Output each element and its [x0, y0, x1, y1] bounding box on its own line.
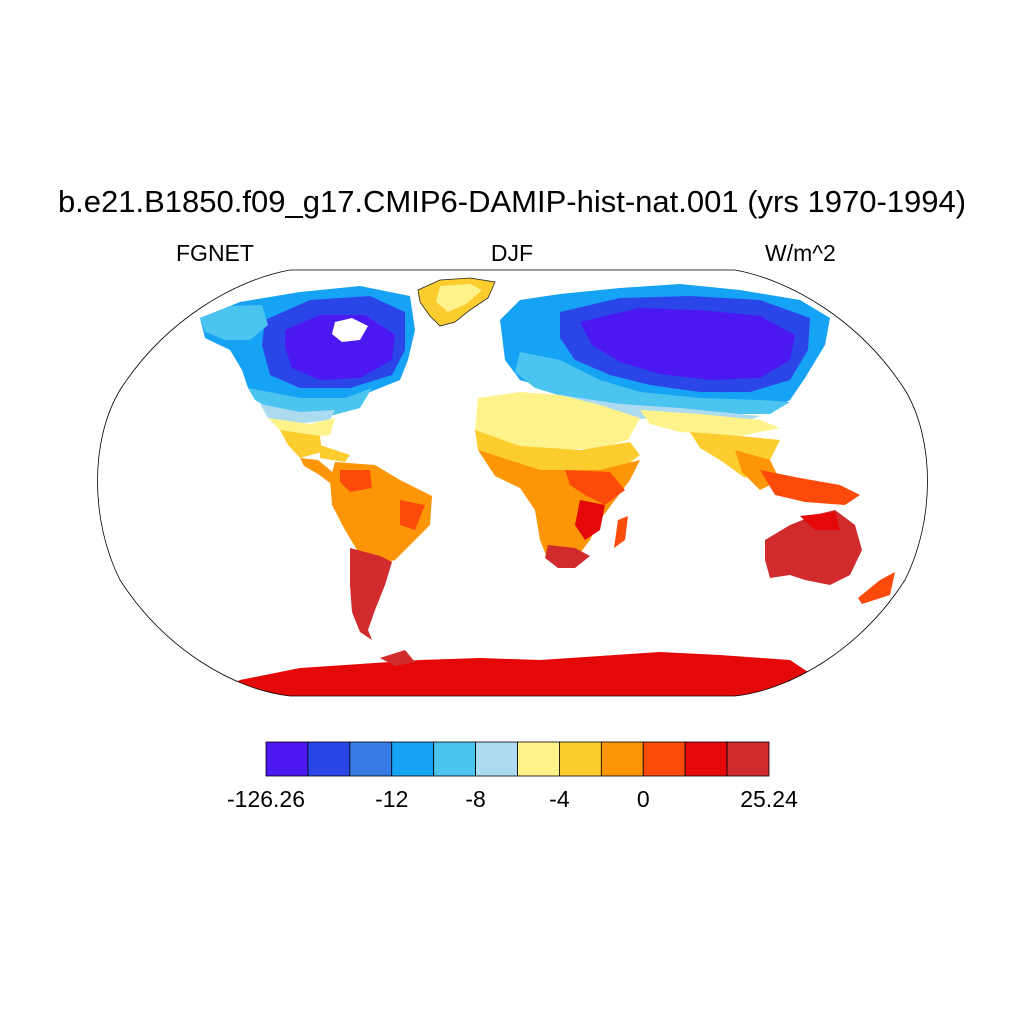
colorbar	[265, 741, 770, 777]
colorbar-tick-label: -12	[375, 786, 409, 812]
season-label: DJF	[490, 240, 534, 266]
map-title: b.e21.B1850.f09_g17.CMIP6-DAMIP-hist-nat…	[57, 184, 967, 219]
colorbar-swatch	[726, 741, 770, 777]
colorbar-tick-label: -126.26	[226, 786, 306, 812]
colorbar-swatch	[391, 741, 435, 777]
colorbar-swatch	[684, 741, 728, 777]
globe-outline	[97, 269, 928, 697]
colorbar-swatch	[307, 741, 351, 777]
region-alaska	[200, 305, 268, 340]
colorbar-swatch	[600, 741, 644, 777]
colorbar-swatch	[517, 741, 560, 777]
units-label: W/m^2	[765, 240, 836, 266]
land-regions	[200, 277, 895, 696]
colorbar-tick-label: -4	[549, 786, 570, 812]
colorbar-swatch	[559, 741, 602, 777]
colorbar-tick-label: -8	[465, 786, 486, 812]
region-madagascar	[614, 516, 628, 548]
colorbar-swatch	[433, 741, 476, 777]
region-africa	[475, 392, 640, 450]
colorbar-swatch	[642, 741, 686, 777]
colorbar-swatch	[349, 741, 393, 777]
region-antarctica	[200, 652, 820, 696]
colorbar-tick-label: 25.24	[740, 786, 798, 812]
colorbar-tick-label: 0	[636, 786, 650, 812]
colorbar-swatch	[265, 741, 309, 777]
region-southeast-asia	[760, 470, 860, 505]
colorbar-swatch	[475, 741, 518, 777]
region-new-zealand	[858, 572, 895, 604]
variable-label: FGNET	[176, 240, 254, 266]
